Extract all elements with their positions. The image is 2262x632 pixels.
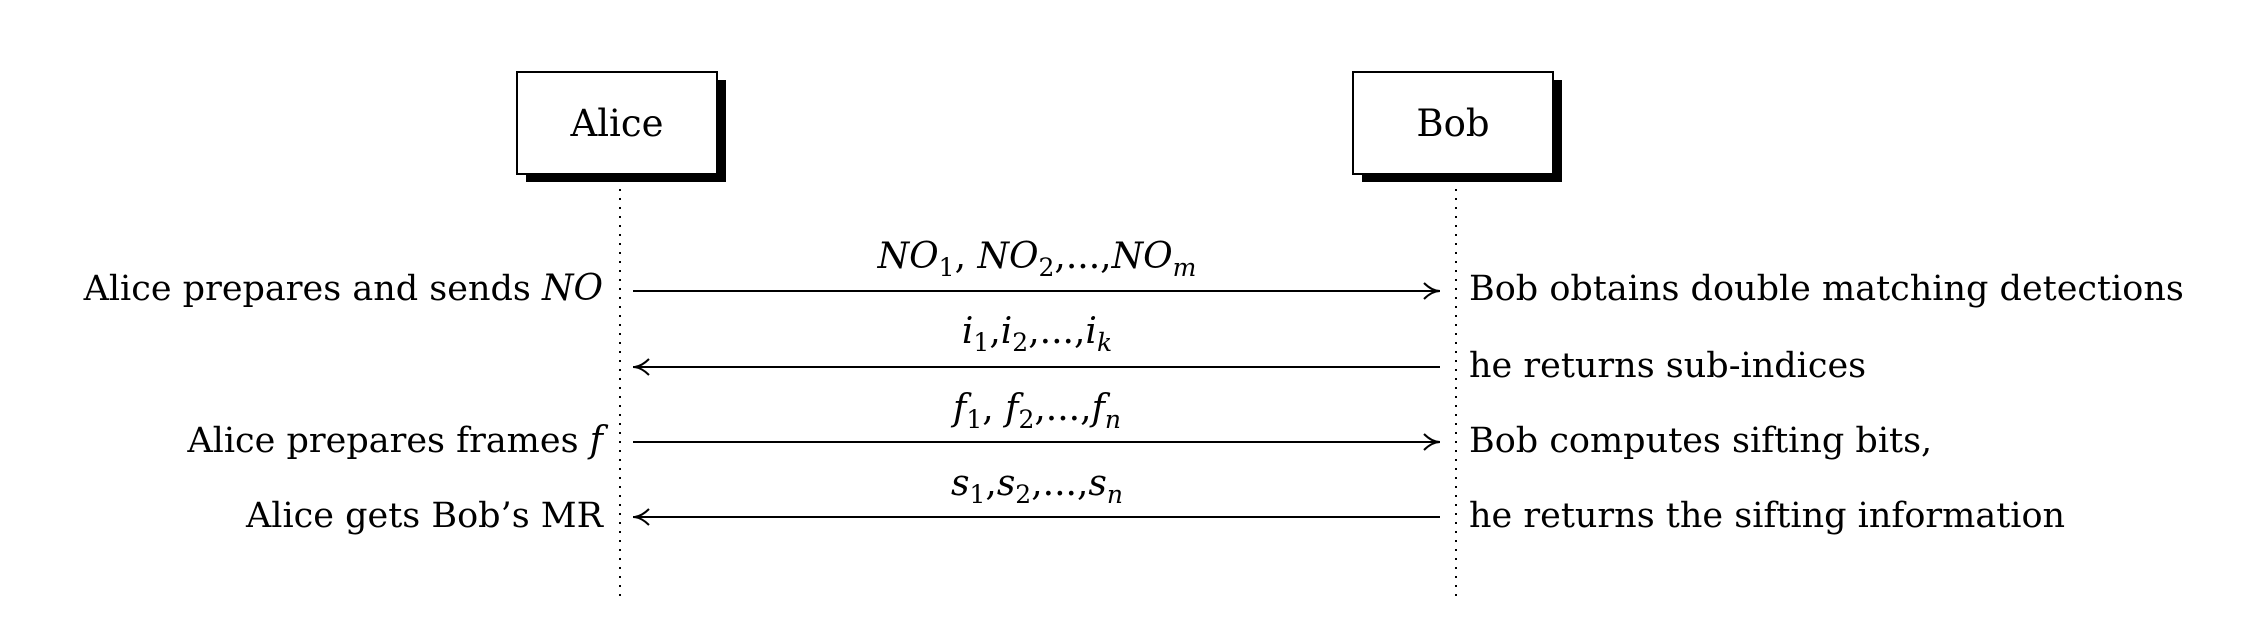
step-2: i1,i2,...,ik he returns sub-indices — [632, 311, 1866, 386]
step-4-right-note: he returns the sifting information — [1469, 496, 2065, 536]
alice-participant-box: Alice — [516, 71, 726, 182]
step-3-message-label: f1, f2,...,fn — [950, 388, 1121, 434]
bob-box — [1352, 71, 1554, 175]
step-3: Alice prepares frames f f1, f2,...,fn Bo… — [186, 388, 1932, 461]
step-3-left-note: Alice prepares frames f — [186, 420, 608, 461]
step-1: Alice prepares and sends NO NO1, NO2,...… — [83, 236, 2184, 309]
step-3-right-note: Bob computes sifting bits, — [1469, 421, 1932, 461]
step-2-message-label: i1,i2,...,ik — [962, 311, 1112, 357]
step-1-right-note: Bob obtains double matching detections — [1469, 269, 2184, 309]
step-4-message-label: s1,s2,...,sn — [951, 463, 1123, 509]
alice-name: Alice — [569, 102, 663, 145]
bob-name: Bob — [1416, 102, 1489, 145]
step-4: Alice gets Bob’s MR s1,s2,...,sn he retu… — [245, 463, 2065, 536]
step-1-left-note: Alice prepares and sends NO — [83, 268, 603, 309]
step-4-left-note: Alice gets Bob’s MR — [245, 496, 605, 536]
alice-box — [516, 71, 718, 175]
step-1-message-label: NO1, NO2,...,NOm — [877, 236, 1197, 282]
step-2-right-note: he returns sub-indices — [1469, 346, 1866, 386]
bob-participant-box: Bob — [1352, 71, 1562, 182]
